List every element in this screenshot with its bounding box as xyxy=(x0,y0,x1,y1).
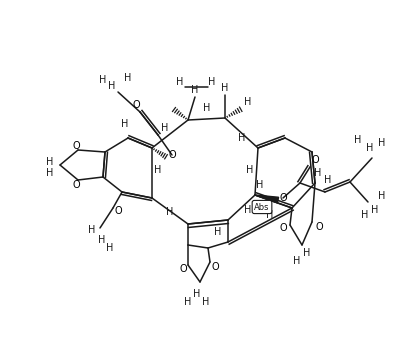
Text: H: H xyxy=(246,165,254,175)
Text: H: H xyxy=(378,138,386,148)
Text: O: O xyxy=(279,223,287,233)
Text: H: H xyxy=(191,85,199,95)
Text: H: H xyxy=(378,191,386,201)
Text: O: O xyxy=(179,264,187,274)
Text: H: H xyxy=(361,210,369,220)
Text: H: H xyxy=(203,103,211,113)
Text: O: O xyxy=(311,155,319,165)
Text: O: O xyxy=(114,206,122,216)
Text: H: H xyxy=(124,73,132,83)
Text: H: H xyxy=(122,119,129,129)
Text: H: H xyxy=(366,143,374,153)
Text: H: H xyxy=(221,83,229,93)
Text: O: O xyxy=(279,193,287,203)
Text: O: O xyxy=(168,150,176,160)
Text: H: H xyxy=(108,81,116,91)
Text: H: H xyxy=(324,175,332,185)
Text: H: H xyxy=(314,168,322,178)
Polygon shape xyxy=(255,195,279,203)
Text: H: H xyxy=(98,235,106,245)
Text: H: H xyxy=(354,135,362,145)
Text: H: H xyxy=(46,157,54,167)
Text: H: H xyxy=(244,97,252,107)
Text: Abs: Abs xyxy=(254,202,270,211)
Text: H: H xyxy=(214,227,222,237)
Text: H: H xyxy=(266,210,274,220)
Text: H: H xyxy=(154,165,162,175)
Text: H: H xyxy=(88,225,96,235)
Text: H: H xyxy=(184,297,192,307)
Text: H: H xyxy=(208,77,216,87)
Text: H: H xyxy=(238,133,246,143)
Text: H: H xyxy=(256,180,264,190)
Text: H: H xyxy=(202,297,210,307)
Text: O: O xyxy=(132,100,140,110)
Text: H: H xyxy=(303,248,311,258)
Text: H: H xyxy=(371,205,379,215)
Text: H: H xyxy=(176,77,184,87)
Text: O: O xyxy=(72,141,80,151)
Text: H: H xyxy=(99,75,107,85)
Text: H: H xyxy=(106,243,114,253)
Text: O: O xyxy=(72,180,80,190)
Text: H: H xyxy=(161,123,169,133)
Text: H: H xyxy=(193,289,201,299)
Text: H: H xyxy=(166,207,174,217)
Text: H: H xyxy=(46,168,54,178)
Text: H: H xyxy=(244,205,252,215)
Text: H: H xyxy=(293,256,301,266)
Text: O: O xyxy=(315,222,323,232)
Text: O: O xyxy=(211,262,219,272)
